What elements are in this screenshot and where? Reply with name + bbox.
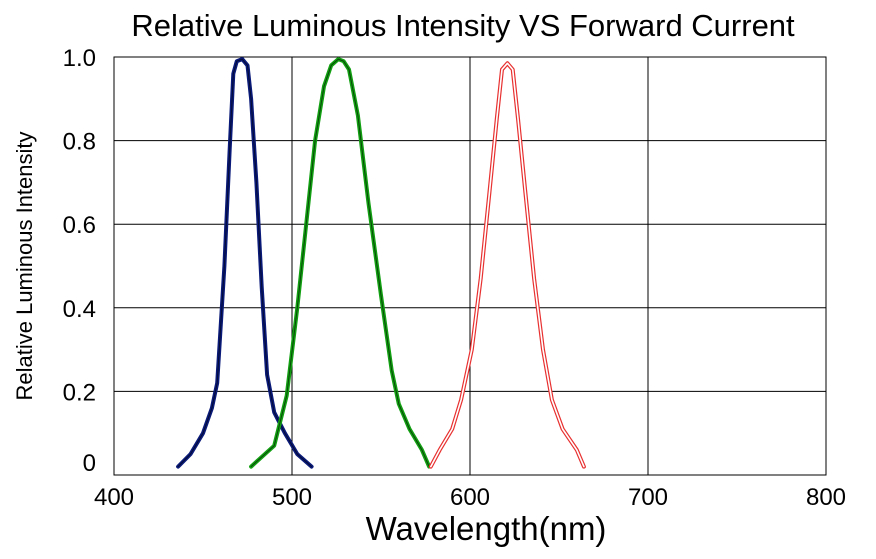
x-axis-label: Wavelength(nm) — [366, 510, 607, 547]
y-tick-label-4: 0.8 — [63, 129, 96, 156]
y-tick-label-0: 0 — [83, 450, 96, 477]
series-line-1 — [249, 57, 432, 469]
series-2 — [428, 61, 586, 469]
grid-lines — [113, 56, 827, 476]
x-tick-label-4: 800 — [806, 484, 846, 511]
x-tick-label-3: 700 — [628, 484, 668, 511]
series-0 — [176, 57, 314, 469]
y-tick-label-1: 0.2 — [63, 379, 96, 406]
y-tick-label-5: 1.0 — [63, 45, 96, 72]
series-group — [176, 57, 586, 469]
x-tick-labels: 400 500 600 700 800 — [94, 484, 846, 511]
x-tick-label-1: 500 — [272, 484, 312, 511]
series-1 — [249, 57, 432, 469]
y-tick-label-2: 0.4 — [63, 296, 96, 323]
y-tick-labels: 0 0.2 0.4 0.6 0.8 1.0 — [63, 45, 96, 477]
series-line-core-0 — [177, 58, 313, 468]
plot-frame — [113, 56, 827, 476]
series-line-2 — [428, 61, 586, 469]
series-line-core-1 — [250, 58, 430, 468]
x-tick-label-2: 600 — [450, 484, 490, 511]
series-line-inner-2 — [430, 62, 585, 468]
y-tick-label-3: 0.6 — [63, 212, 96, 239]
x-tick-label-0: 400 — [94, 484, 134, 511]
chart-title: Relative Luminous Intensity VS Forward C… — [131, 8, 795, 43]
y-axis-label: Relative Luminous Intensity — [12, 131, 37, 400]
